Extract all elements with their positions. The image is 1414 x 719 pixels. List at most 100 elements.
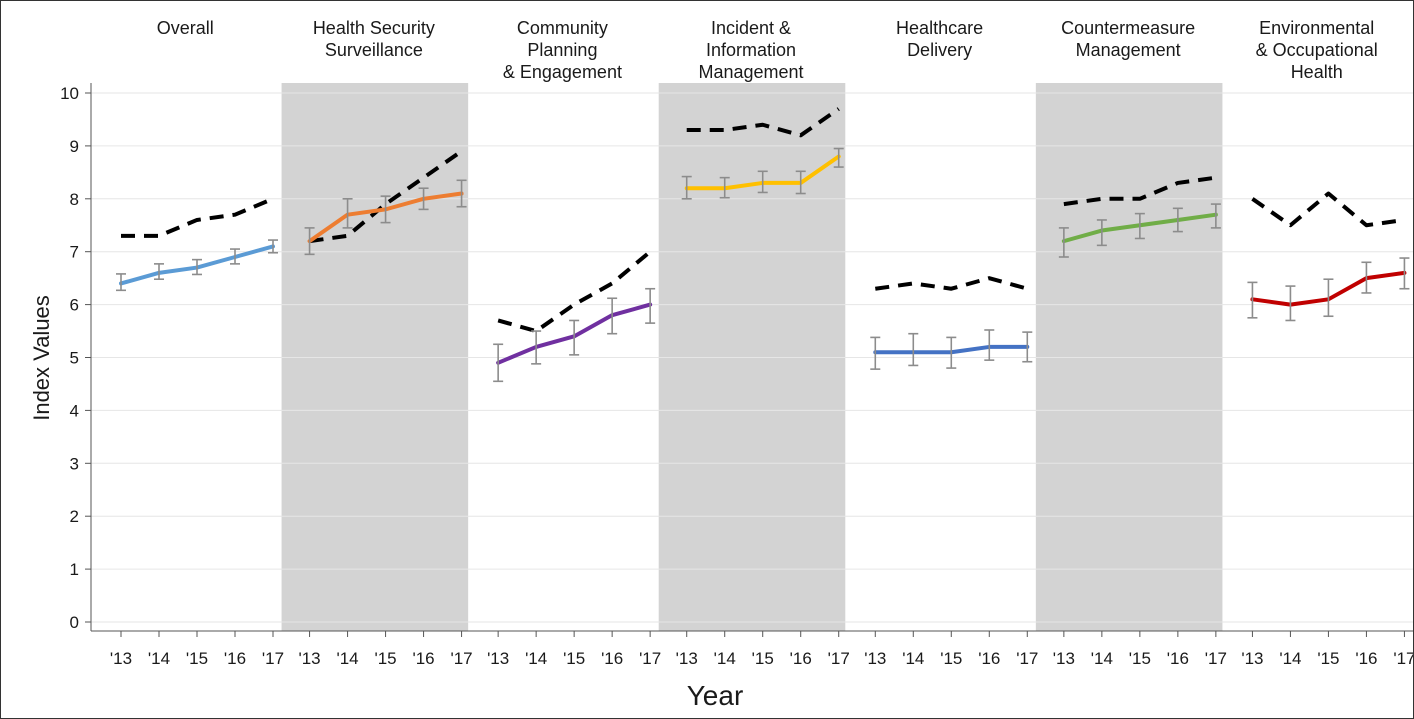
x-tick-label: '17 bbox=[828, 649, 850, 668]
x-tick-label: '17 bbox=[639, 649, 661, 668]
panel-title-line: Surveillance bbox=[325, 40, 423, 60]
x-axis-title: Year bbox=[687, 680, 744, 711]
error-bar bbox=[456, 179, 467, 208]
error-bar bbox=[607, 297, 618, 335]
benchmark-dashed-line bbox=[497, 250, 652, 334]
x-tick-label: '15 bbox=[1129, 649, 1151, 668]
x-tick-label: '15 bbox=[186, 649, 208, 668]
error-bar bbox=[1134, 212, 1145, 240]
error-bar bbox=[1210, 203, 1221, 229]
error-bar bbox=[230, 248, 240, 265]
panel-title-4: Healthcare Delivery bbox=[896, 18, 983, 60]
error-bar bbox=[154, 263, 164, 281]
error-bar bbox=[1172, 207, 1183, 233]
y-tick-label: 1 bbox=[70, 560, 79, 579]
benchmark-dashed-line bbox=[686, 107, 840, 138]
x-tick-label: '14 bbox=[902, 649, 924, 668]
y-tick-label: 6 bbox=[70, 296, 79, 315]
error-bar bbox=[1247, 281, 1258, 319]
benchmark-dashed-line bbox=[121, 196, 274, 238]
error-bar bbox=[1058, 227, 1069, 258]
panel-title-line: Countermeasure bbox=[1061, 18, 1195, 38]
error-bar bbox=[342, 198, 353, 229]
x-tick-label: '16 bbox=[1167, 649, 1189, 668]
error-bar bbox=[719, 176, 730, 199]
x-tick-label: '13 bbox=[487, 649, 509, 668]
series-group bbox=[116, 107, 1410, 383]
x-tick-label: '16 bbox=[978, 649, 1000, 668]
panel-series-5 bbox=[1058, 175, 1221, 258]
error-bar bbox=[757, 170, 768, 194]
error-bar bbox=[1285, 285, 1296, 322]
x-tick-label: '14 bbox=[148, 649, 170, 668]
y-tick-label: 3 bbox=[70, 454, 79, 473]
panel-series-2 bbox=[493, 250, 656, 383]
x-tick-label: '17 bbox=[1205, 649, 1227, 668]
error-bar bbox=[795, 170, 806, 195]
benchmark-dashed-line bbox=[1063, 175, 1217, 207]
error-bar bbox=[531, 330, 542, 365]
y-tick-label: 2 bbox=[70, 507, 79, 526]
panel-title-line: Healthcare bbox=[896, 18, 983, 38]
benchmark-dashed-line bbox=[1251, 191, 1405, 228]
error-bar bbox=[380, 195, 391, 224]
panel-title-1: Health Security Surveillance bbox=[313, 18, 435, 60]
x-tick-label: '14 bbox=[714, 649, 736, 668]
x-tick-label: '15 bbox=[563, 649, 585, 668]
y-tick-label: 10 bbox=[60, 84, 79, 103]
panel-title-2: Community Planning & Engagement bbox=[503, 18, 622, 82]
x-tick-label: '16 bbox=[790, 649, 812, 668]
x-tick-label: '13 bbox=[1241, 649, 1263, 668]
y-tick-label: 5 bbox=[70, 349, 79, 368]
panel-series-0 bbox=[116, 196, 278, 292]
x-tick-label: '16 bbox=[1355, 649, 1377, 668]
panel-title-0: Overall bbox=[157, 18, 214, 38]
panel-series-6 bbox=[1247, 191, 1410, 322]
y-tick-label: 9 bbox=[70, 137, 79, 156]
panel-title-6: Environmental & Occupational Health bbox=[1256, 18, 1378, 82]
error-bar bbox=[908, 332, 919, 367]
panel-title-line: Community bbox=[517, 18, 608, 38]
x-tick-label: '13 bbox=[864, 649, 886, 668]
error-bar bbox=[268, 239, 278, 254]
x-tick-label: '13 bbox=[1053, 649, 1075, 668]
error-bar bbox=[569, 319, 580, 356]
x-tick-label: '14 bbox=[525, 649, 547, 668]
panel-title-line: & Engagement bbox=[503, 62, 622, 82]
x-tick-label: '15 bbox=[940, 649, 962, 668]
error-bar bbox=[984, 329, 995, 361]
panel-title-3: Incident & Information Management bbox=[698, 18, 803, 82]
error-bar bbox=[116, 273, 126, 292]
panel-title-5: Countermeasure Management bbox=[1061, 18, 1195, 60]
panel-title-line: Incident & bbox=[711, 18, 791, 38]
x-tick-label: '17 bbox=[262, 649, 284, 668]
x-tick-label: '17 bbox=[450, 649, 472, 668]
x-tick-label: '13 bbox=[110, 649, 132, 668]
error-bar bbox=[1323, 278, 1334, 318]
benchmark-dashed-line bbox=[309, 149, 463, 244]
x-tick-label: '15 bbox=[1317, 649, 1339, 668]
panel-titles: Overall Health Security Surveillance Commun… bbox=[157, 18, 1378, 82]
x-tick-label: '14 bbox=[1091, 649, 1113, 668]
panel-title-line: Overall bbox=[157, 18, 214, 38]
error-bar bbox=[681, 175, 692, 200]
x-tick-label: '13 bbox=[676, 649, 698, 668]
y-tick-label: 4 bbox=[70, 401, 79, 420]
error-bar bbox=[418, 187, 429, 211]
error-bar bbox=[1361, 261, 1372, 294]
x-tick-label: '16 bbox=[224, 649, 246, 668]
x-tick-label: '16 bbox=[601, 649, 623, 668]
error-bar bbox=[304, 227, 315, 256]
error-bar bbox=[1096, 219, 1107, 247]
x-tick-label: '14 bbox=[1279, 649, 1301, 668]
panel-title-line: Management bbox=[698, 62, 803, 82]
panel-title-line: Health bbox=[1291, 62, 1343, 82]
x-tick-label: '16 bbox=[412, 649, 434, 668]
error-bar bbox=[1399, 257, 1410, 290]
x-tick-label: '17 bbox=[1393, 649, 1413, 668]
y-tick-label: 8 bbox=[70, 190, 79, 209]
y-axis-title: Index Values bbox=[29, 295, 54, 421]
x-tick-label: '13 bbox=[298, 649, 320, 668]
